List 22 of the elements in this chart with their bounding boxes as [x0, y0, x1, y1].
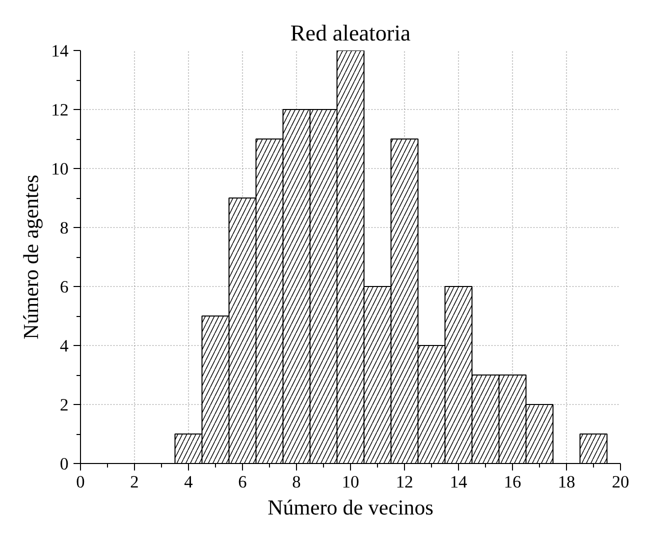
x-tick-label: 8 [292, 472, 301, 492]
chart-title: Red aleatoria [290, 20, 411, 46]
x-axis-title: Número de vecinos [268, 496, 434, 520]
y-tick-label: 14 [51, 42, 69, 60]
x-tick-label: 6 [238, 472, 248, 492]
y-axis-title: Número de agentes [19, 174, 44, 340]
y-tick-label: 8 [60, 218, 69, 238]
x-tick-label: 16 [504, 472, 522, 492]
y-tick-label: 2 [60, 396, 69, 414]
x-tick-label: 2 [130, 472, 139, 492]
y-tick-label: 10 [51, 160, 68, 178]
y-tick-label: 4 [60, 336, 69, 356]
y-tick-label: 12 [51, 100, 68, 120]
x-tick-label: 0 [76, 472, 85, 492]
x-tick-label: 10 [342, 472, 360, 492]
y-tick-label: 0 [60, 454, 69, 474]
y-tick-label: 6 [60, 278, 69, 296]
x-tick-label: 20 [612, 472, 630, 492]
x-tick-label: 14 [450, 472, 468, 492]
x-tick-label: 18 [558, 472, 576, 492]
x-tick-label: 4 [184, 472, 194, 492]
x-tick-label: 12 [396, 472, 414, 492]
